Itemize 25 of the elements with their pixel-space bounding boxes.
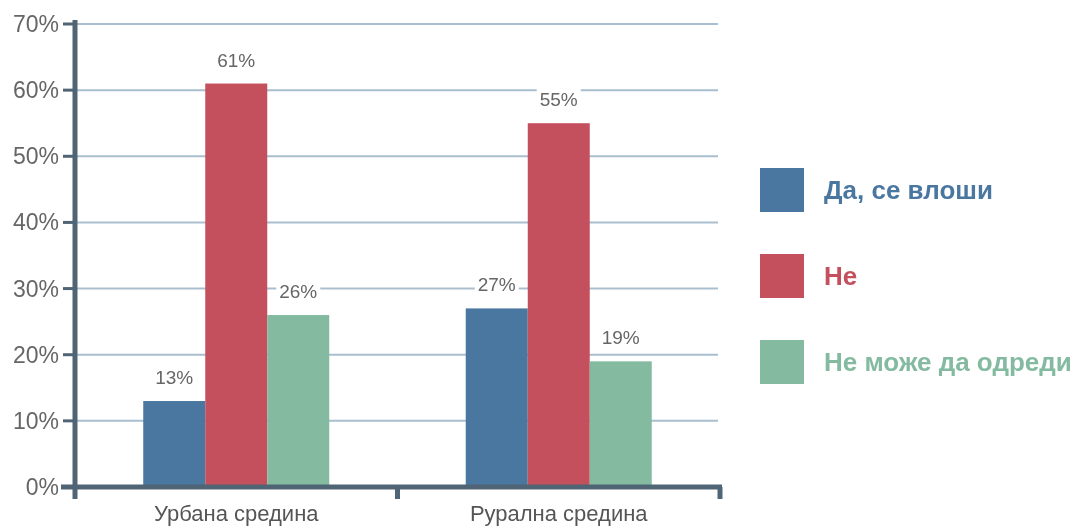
- data-label: 27%: [477, 274, 516, 296]
- data-label: 26%: [279, 281, 318, 303]
- bar: [527, 123, 590, 487]
- data-label: 61%: [217, 49, 256, 71]
- bar: [589, 361, 652, 487]
- bar: [465, 308, 528, 487]
- legend-label: Не може да одреди: [824, 347, 1072, 377]
- y-tick-label: 40%: [12, 209, 59, 236]
- x-tick-label: Урбана средина: [153, 501, 320, 526]
- data-label: 19%: [601, 327, 640, 349]
- bar: [267, 315, 330, 487]
- y-tick-label: 30%: [12, 275, 59, 302]
- y-tick-label: 0%: [25, 474, 59, 500]
- bar: [143, 401, 206, 487]
- y-tick-label: 50%: [12, 143, 59, 170]
- y-tick-label: 60%: [12, 77, 59, 104]
- x-tick-label: Рурална средина: [469, 501, 649, 526]
- data-label: 13%: [155, 367, 194, 389]
- y-tick-label: 10%: [12, 407, 59, 434]
- legend-label: Не: [824, 261, 858, 291]
- bar: [205, 83, 268, 487]
- legend-label: Да, се влоши: [824, 175, 993, 205]
- y-tick-label: 20%: [12, 341, 59, 368]
- data-label: 55%: [539, 89, 578, 111]
- y-tick-label: 70%: [12, 11, 59, 37]
